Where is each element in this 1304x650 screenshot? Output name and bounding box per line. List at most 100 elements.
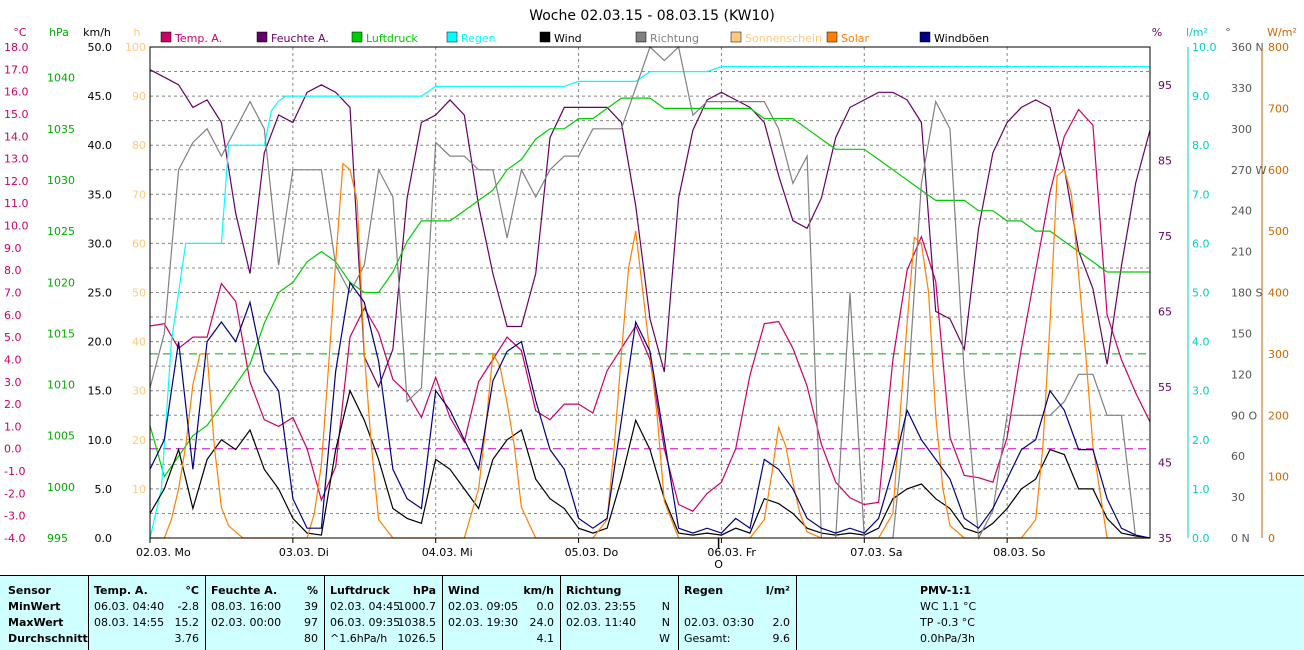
direction-tick-label: 150: [1231, 327, 1252, 340]
rain-tick-label: 10.0: [1192, 41, 1217, 54]
stats-label-max: MaxWert: [8, 616, 64, 629]
wind-unit-label: km/h: [83, 26, 111, 39]
sun-tick-label: 10: [132, 483, 146, 496]
stats-pmv-trend: 0.0hPa/3h: [920, 632, 976, 645]
stats-direction-min-value: N: [661, 600, 670, 613]
pressure-tick-label: 995: [47, 532, 68, 545]
sun-tick-label: 100: [125, 41, 146, 54]
temp-tick-label: -2.0: [4, 487, 25, 500]
pressure-tick-label: 1025: [47, 225, 75, 238]
stats-rain-max-time: 02.03. 03:30: [684, 616, 755, 629]
stats-temp-max-value: 15.2: [174, 616, 200, 629]
stats-wind-min-time: 02.03. 09:05: [448, 600, 519, 613]
stats-direction-avg-value: W: [659, 632, 670, 645]
stats-col-pressure: Luftdruck hPa 02.03. 04:45 1000.7 06.03.…: [325, 576, 442, 650]
stats-wind-avg-value: 4.1: [536, 632, 555, 645]
stats-temp-max-time: 08.03. 14:55: [94, 616, 165, 629]
stats-unit-humidity: %: [306, 584, 318, 597]
solar-unit-label: W/m²: [1267, 26, 1297, 39]
wind-tick-label: 10.0: [88, 434, 113, 447]
humidity-tick-label: 75: [1158, 230, 1172, 243]
x-tick-label: 06.03. Fr: [707, 546, 756, 559]
temp-tick-label: 1.0: [4, 420, 22, 433]
wind-tick-label: 35.0: [88, 188, 113, 201]
temp-tick-label: 6.0: [4, 309, 22, 322]
stats-col-pmv: PMV-1:1 WC 1.1 °C TP -0.3 °C 0.0hPa/3h: [797, 576, 1097, 650]
temp-tick-label: 17.0: [4, 63, 29, 76]
wind-tick-label: 15.0: [88, 385, 113, 398]
solar-tick-label: 100: [1268, 471, 1289, 484]
stats-header-temp: Temp. A.: [94, 584, 148, 597]
legend: Temp. A. Feuchte A. Luftdruck Regen Wind Rich…: [160, 31, 989, 45]
stats-humidity-max-value: 97: [304, 616, 318, 629]
stats-direction-max-time: 02.03. 11:40: [566, 616, 637, 629]
pressure-tick-label: 1010: [47, 379, 75, 392]
stats-pressure-max-value: 1038.5: [397, 616, 437, 629]
humidity-tick-label: 65: [1158, 305, 1172, 318]
humidity-tick-label: 35: [1158, 532, 1172, 545]
direction-tick-label: 210: [1231, 246, 1252, 259]
temp-tick-label: 16.0: [4, 86, 29, 99]
legend-swatch: [160, 31, 172, 43]
wind-tick-label: 50.0: [88, 41, 113, 54]
direction-tick-label: 90 O: [1231, 409, 1257, 422]
temp-tick-label: 13.0: [4, 153, 29, 166]
stats-humidity-min-time: 08.03. 16:00: [211, 600, 282, 613]
temp-tick-label: 15.0: [4, 108, 29, 121]
direction-tick-label: 120: [1231, 368, 1252, 381]
plot-frame: [149, 46, 1151, 539]
wind-tick-label: 45.0: [88, 90, 113, 103]
stats-header-sensor: Sensor: [8, 584, 51, 597]
sun-tick-label: 70: [132, 188, 146, 201]
temp-tick-label: 4.0: [4, 353, 22, 366]
stats-label-avg: Durchschnitt: [8, 632, 88, 645]
x-tick-label: 03.03. Di: [279, 546, 329, 559]
legend-swatch: [256, 31, 268, 43]
temp-tick-label: 3.0: [4, 376, 22, 389]
stats-humidity-avg-value: 80: [304, 632, 318, 645]
stats-header-humidity: Feuchte A.: [211, 584, 278, 597]
stats-col-temp: Temp. A. °C 06.03. 04:40 -2.8 08.03. 14:…: [89, 576, 205, 650]
statistics-table: Sensor MinWert MaxWert Durchschnitt Temp…: [0, 575, 1304, 650]
direction-tick-label: 0 N: [1231, 532, 1250, 545]
temp-unit-label: °C: [13, 26, 27, 39]
legend-label: Luftdruck: [366, 32, 418, 45]
temp-tick-label: -3.0: [4, 510, 25, 523]
x-tick-label: 08.03. So: [993, 546, 1045, 559]
temp-tick-label: 5.0: [4, 331, 22, 344]
stats-pressure-avg-value: 1026.5: [397, 632, 437, 645]
rain-tick-label: 4.0: [1192, 336, 1210, 349]
solar-tick-label: 600: [1268, 164, 1289, 177]
temp-tick-label: 11.0: [4, 197, 29, 210]
direction-tick-label: 180 S: [1231, 287, 1262, 300]
legend-label: Temp. A.: [174, 32, 222, 45]
temp-tick-label: 18.0: [4, 41, 29, 54]
axis-unit-labels: °C hPa km/h h% l/m² ° W/m²: [13, 26, 1296, 39]
sun-tick-label: 50: [132, 287, 146, 300]
solar-tick-label: 300: [1268, 348, 1289, 361]
stats-wind-max-time: 02.03. 19:30: [448, 616, 519, 629]
rain-tick-label: 7.0: [1192, 188, 1210, 201]
stats-pressure-trend: ^1.6hPa/h: [330, 632, 388, 645]
legend-swatch: [826, 31, 838, 43]
stats-pressure-max-time: 06.03. 09:35: [330, 616, 401, 629]
legend-swatch: [635, 31, 647, 43]
stats-col-sensor: Sensor MinWert MaxWert Durchschnitt: [0, 576, 88, 650]
temp-tick-label: 12.0: [4, 175, 29, 188]
stats-header-rain: Regen: [684, 584, 724, 597]
solar-tick-label: 0: [1268, 532, 1275, 545]
sun-tick-label: 90: [132, 90, 146, 103]
stats-pmv-tp: TP -0.3 °C: [920, 616, 975, 629]
pressure-tick-label: 1020: [47, 276, 75, 289]
sun-tick-label: 60: [132, 237, 146, 250]
wind-tick-label: 40.0: [88, 139, 113, 152]
sun-tick-label: 40: [132, 336, 146, 349]
pressure-tick-label: 1035: [47, 123, 75, 136]
x-tick-label: 04.03. Mi: [422, 546, 473, 559]
stats-rain-total-label: Gesamt:: [684, 632, 731, 645]
stats-rain-max-value: 2.0: [772, 616, 791, 629]
legend-label: Windböen: [934, 32, 989, 45]
sun-unit-label: h: [134, 26, 141, 39]
chart-title: Woche 02.03.15 - 08.03.15 (KW10): [529, 8, 775, 24]
pressure-tick-label: 1030: [47, 174, 75, 187]
